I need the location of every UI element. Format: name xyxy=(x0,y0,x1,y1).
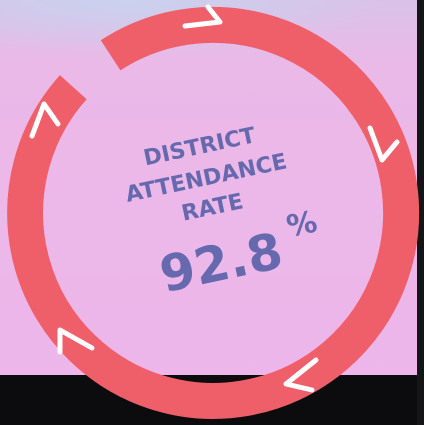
arrow-bottom xyxy=(283,357,319,393)
arrow-upper-left xyxy=(29,101,61,139)
ring-arrows xyxy=(29,4,400,393)
arrow-right xyxy=(367,125,400,163)
ring-arrow xyxy=(7,6,420,419)
rate-unit: % xyxy=(284,204,321,244)
arrow-top xyxy=(182,4,223,29)
dark-edge xyxy=(417,0,424,425)
arrow-lower-left xyxy=(57,327,95,355)
